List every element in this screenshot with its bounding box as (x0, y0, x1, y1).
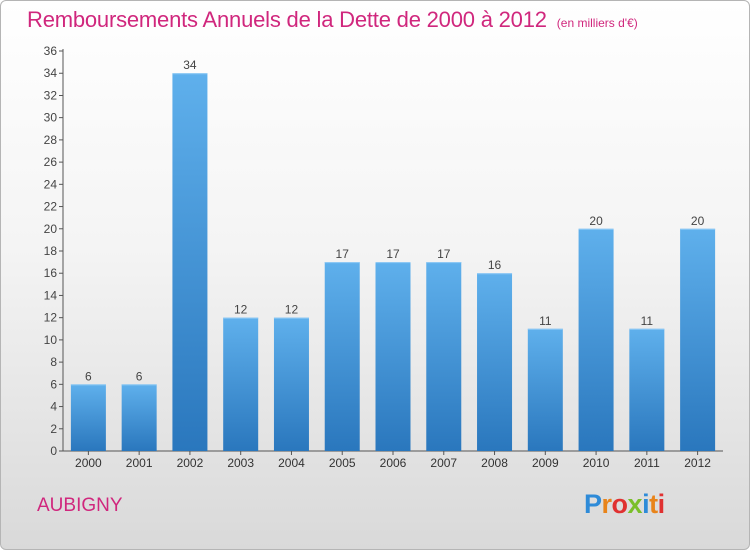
logo-letter: i (642, 489, 650, 519)
x-tick-label: 2003 (227, 456, 254, 470)
x-tick-label: 2012 (684, 456, 711, 470)
x-tick-label: 2004 (278, 456, 305, 470)
chart-unit-label: (en milliers d'€) (556, 16, 638, 30)
bar (527, 328, 563, 451)
title-row: Remboursements Annuels de la Dette de 20… (27, 7, 638, 33)
logo-letter: t (649, 489, 658, 519)
y-tick-label: 34 (44, 66, 58, 80)
data-label: 17 (386, 247, 400, 261)
data-label: 11 (539, 314, 552, 328)
data-label: 6 (85, 369, 92, 383)
logo-letter: r (601, 489, 613, 519)
bar (477, 273, 513, 451)
chart-title: Remboursements Annuels de la Dette de 20… (27, 7, 547, 32)
bar (680, 228, 716, 451)
x-tick-label: 2006 (380, 456, 407, 470)
bar (273, 317, 309, 451)
y-tick-label: 26 (44, 155, 58, 169)
x-tick-label: 2000 (75, 456, 102, 470)
x-tick-label: 2011 (634, 456, 660, 470)
y-tick-label: 28 (44, 133, 58, 147)
y-tick-label: 2 (50, 422, 57, 436)
data-label: 17 (437, 247, 451, 261)
data-label: 20 (589, 214, 603, 228)
x-tick-label: 2001 (126, 456, 153, 470)
data-label: 16 (488, 258, 502, 272)
logo-letter: i (657, 489, 666, 519)
bar (121, 384, 157, 451)
data-label: 17 (336, 247, 350, 261)
bars (70, 73, 716, 451)
x-tick-label: 2002 (177, 456, 204, 470)
bar (223, 317, 259, 451)
data-label: 6 (136, 369, 143, 383)
y-tick-label: 10 (44, 333, 58, 347)
city-name: AUBIGNY (37, 495, 123, 516)
data-label: 11 (641, 314, 654, 328)
bar (578, 228, 614, 451)
x-axis: 2000 2001 2002 2003 2004 2005 2006 2007 2008 2009… (63, 450, 723, 470)
data-labels: 6 6 34 12 12 17 17 17 16 11 20 11 20 (85, 58, 705, 383)
data-label: 20 (691, 214, 705, 228)
bar (426, 262, 462, 451)
x-tick-label: 2007 (430, 456, 457, 470)
logo-letter: P (584, 489, 602, 519)
y-tick-label: 0 (50, 444, 57, 458)
logo-letter: o (611, 489, 629, 519)
data-label: 12 (285, 303, 299, 317)
y-tick-label: 12 (44, 311, 58, 325)
y-tick-label: 8 (50, 355, 57, 369)
proxiti-logo[interactable]: Proxiti (584, 489, 665, 520)
x-tick-label: 2009 (532, 456, 559, 470)
logo-letter: x (627, 489, 643, 519)
y-tick-label: 16 (44, 266, 58, 280)
x-tick-label: 2005 (329, 456, 356, 470)
y-tick-label: 24 (44, 177, 58, 191)
y-tick-label: 18 (44, 244, 58, 258)
bar (70, 384, 106, 451)
bar (629, 328, 665, 451)
data-label: 34 (183, 58, 197, 72)
y-tick-label: 14 (44, 288, 58, 302)
y-tick-label: 6 (50, 377, 57, 391)
y-tick-label: 36 (44, 44, 58, 58)
bar (172, 73, 208, 451)
y-tick-label: 20 (44, 222, 58, 236)
x-tick-label: 2010 (583, 456, 610, 470)
data-label: 12 (234, 303, 248, 317)
y-tick-label: 30 (44, 111, 58, 125)
y-tick-label: 4 (50, 400, 57, 414)
bar (324, 262, 360, 451)
y-tick-label: 22 (44, 200, 58, 214)
bar (375, 262, 411, 451)
y-tick-label: 32 (44, 88, 58, 102)
x-tick-label: 2008 (481, 456, 508, 470)
